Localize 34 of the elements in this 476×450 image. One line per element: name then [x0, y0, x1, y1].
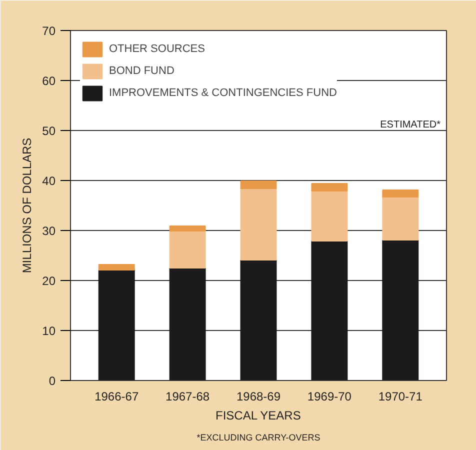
legend-label: IMPROVEMENTS & CONTINGENCIES FUND [109, 87, 337, 99]
bar [311, 183, 348, 192]
bar [311, 240, 348, 380]
y-tick-label: 60 [42, 74, 56, 88]
bar [240, 188, 277, 260]
bar [240, 260, 277, 380]
y-tick-label: 50 [42, 124, 56, 138]
bar [240, 180, 277, 189]
text: *EXCLUDING CARRY-OVERS [196, 432, 320, 442]
bar [382, 196, 419, 240]
y-tick-label: 20 [42, 274, 56, 288]
bar [169, 226, 206, 232]
annotation: ESTIMATED* [380, 120, 441, 130]
y-tick-label: 30 [42, 224, 56, 238]
legend-label: OTHER SOURCES [109, 43, 205, 55]
x-axis-title: FISCAL YEARS [215, 408, 301, 422]
y-tick-label: 70 [42, 24, 56, 38]
bar [382, 190, 419, 198]
bar [98, 270, 135, 380]
bar [98, 264, 135, 270]
y-tick-label: 40 [42, 174, 56, 188]
x-tick-label: 1970-71 [378, 390, 423, 404]
y-tick-label: 0 [48, 374, 56, 388]
x-tick-label: 1967-68 [166, 390, 210, 404]
legend-label: BOND FUND [109, 65, 174, 77]
x-tick-label: 1966-67 [94, 390, 139, 404]
bar [169, 268, 206, 380]
bar [382, 240, 419, 380]
x-tick-label: 1968-69 [236, 390, 281, 404]
bar [169, 230, 206, 268]
x-tick-label: 1969-70 [307, 390, 352, 404]
y-tick-label: 10 [42, 324, 56, 338]
bar [311, 190, 348, 242]
y-axis-title: MILLIONS OF DOLLARS [20, 138, 34, 274]
